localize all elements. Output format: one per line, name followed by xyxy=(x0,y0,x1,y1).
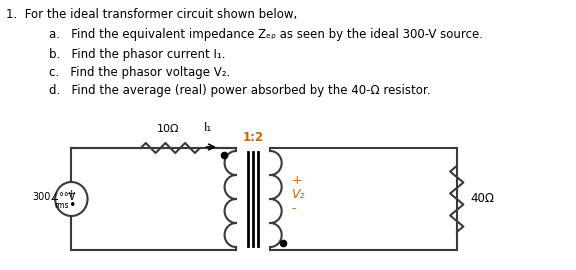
Text: 10Ω: 10Ω xyxy=(157,124,180,134)
Text: c.   Find the phasor voltage V₂.: c. Find the phasor voltage V₂. xyxy=(50,66,231,79)
Text: rms: rms xyxy=(54,201,69,210)
Text: I₁: I₁ xyxy=(204,121,213,134)
Text: 1.  For the ideal transformer circuit shown below,: 1. For the ideal transformer circuit sho… xyxy=(6,8,297,21)
Text: d.   Find the average (real) power absorbed by the 40-Ω resistor.: d. Find the average (real) power absorbe… xyxy=(50,84,431,97)
Text: 300∠°°V: 300∠°°V xyxy=(32,192,75,202)
Text: b.   Find the phasor current I₁.: b. Find the phasor current I₁. xyxy=(50,48,226,61)
Text: +: + xyxy=(67,189,76,199)
Text: -: - xyxy=(291,202,295,215)
Text: •: • xyxy=(67,200,75,212)
Text: 1:2: 1:2 xyxy=(242,131,264,144)
Text: +: + xyxy=(291,174,302,187)
Text: V₂: V₂ xyxy=(291,187,305,201)
Text: 40Ω: 40Ω xyxy=(470,193,494,205)
Text: a.   Find the equivalent impedance Zₑᵨ as seen by the ideal 300-V source.: a. Find the equivalent impedance Zₑᵨ as … xyxy=(50,28,483,41)
